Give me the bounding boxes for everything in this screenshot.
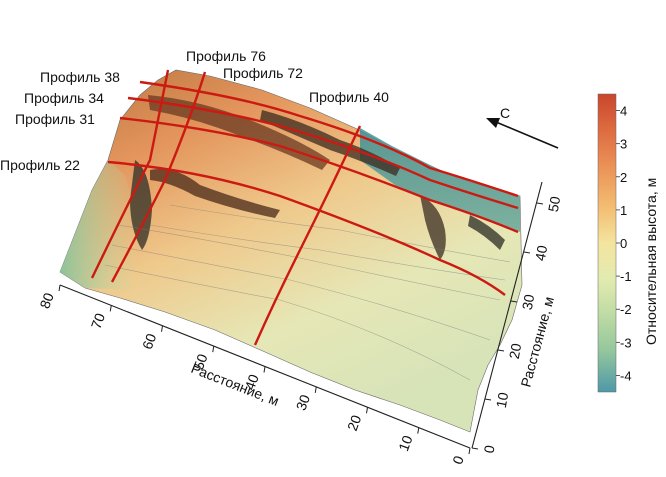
profile-label-76: Профиль 76 [186,48,266,64]
x-tick-mark [161,325,163,332]
colorbar-tick-label: 2 [620,170,627,185]
x-tick-mark [366,407,368,414]
y-tick-label: 40 [532,244,550,262]
terrain-surface [59,69,523,433]
north-arrow-line [495,121,559,149]
profile-label-22: Профиль 22 [0,157,80,173]
profile-line-1 [90,69,170,279]
y-tick-label: 0 [481,444,498,455]
surface-shading [130,95,505,260]
x-tick-label: 0 [449,453,467,466]
surface-left-green [60,160,140,290]
north-label: С [500,105,510,121]
north-arrow-head [486,118,500,128]
x-tick-mark [468,447,471,455]
y-tick-mark [497,349,505,352]
x-tick-mark [314,386,317,393]
profile-lines [90,69,519,346]
profile-label-31: Профиль 31 [15,111,95,127]
profile-line-4 [139,80,519,198]
profile-line-2 [110,71,207,283]
profile-line-7 [107,160,506,296]
x-tick-mark [263,366,266,373]
y-tick-label: 20 [506,342,524,360]
y-tick-mark [536,202,544,205]
y-tick-mark [484,398,492,401]
profile-line-5 [127,96,519,210]
colorbar-tick-label: 0 [620,236,627,251]
x-tick-label: 30 [293,392,313,412]
colorbar-tick-label: 1 [620,203,627,218]
colorbar-tick-label: -3 [620,335,632,350]
profile-label-40: Профиль 40 [309,89,389,105]
x-tick-mark [212,346,215,353]
x-tick-label: 20 [344,413,364,433]
profile-label-34: Профиль 34 [24,90,104,106]
y-tick-label: 50 [545,195,563,213]
colorbar-tick-label: -2 [620,302,632,317]
colorbar-tick-label: 4 [620,104,627,119]
profile-labels: Профиль 76 Профиль 72 Профиль 40 Профиль… [0,48,389,173]
x-tick-mark [109,305,112,312]
colorbar-tick-label: -1 [620,269,632,284]
x-tick-mark [58,284,61,292]
y-axis-line [471,181,543,449]
colorbar-tick-label: -4 [620,368,632,383]
profile-label-72: Профиль 72 [223,65,303,81]
x-tick-label: 40 [241,372,261,392]
colorbar-ticks: 4 3 2 1 0 -1 -2 -3 -4 [616,104,632,383]
x-tick-label: 50 [190,351,210,371]
profile-line-3 [253,125,362,346]
x-tick-label: 10 [395,433,415,453]
profile-line-6 [119,116,519,234]
x-tick-label: 80 [36,290,56,310]
north-arrow: С [486,105,559,149]
colorbar-tick-label: 3 [620,137,627,152]
y-tick-label: 30 [519,293,537,311]
x-tick-mark [417,427,420,434]
profile-label-38: Профиль 38 [40,69,120,85]
x-tick-label: 60 [139,331,159,351]
colorbar-title: Относительная высота, м [643,178,659,345]
colorbar-gradient [597,93,617,393]
contour-lines [104,204,511,381]
x-tick-label: 70 [88,311,108,331]
y-tick-mark [510,300,518,303]
y-tick-mark [523,251,531,254]
colorbar: 4 3 2 1 0 -1 -2 -3 -4 Относительная высота, м [597,93,659,393]
y-axis-ticks: 0 10 20 30 40 50 [471,195,563,455]
y-tick-mark [471,447,479,450]
y-tick-label: 10 [493,391,511,409]
